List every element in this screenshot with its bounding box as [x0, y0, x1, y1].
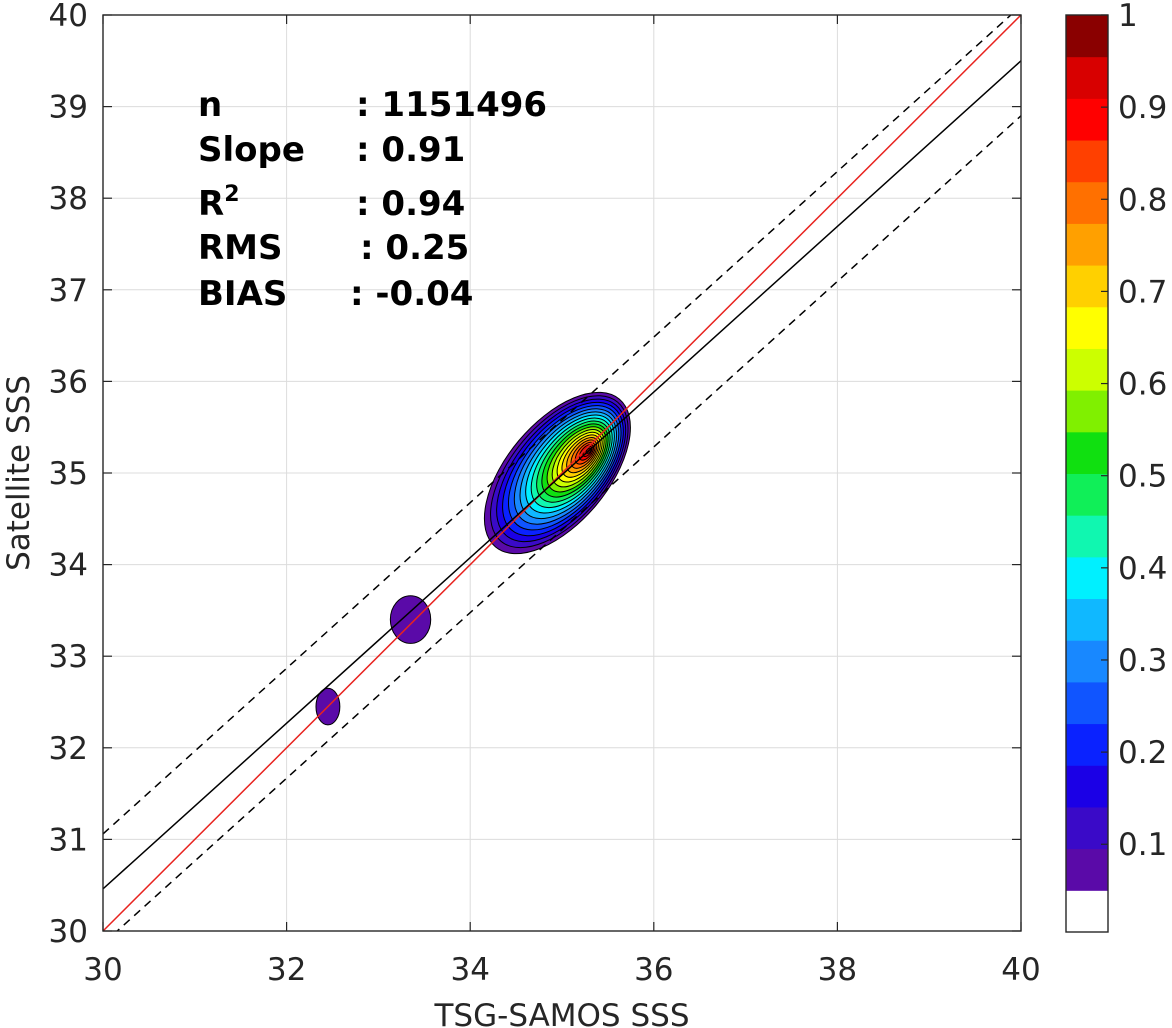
stat-rms-label: RMS — [198, 228, 283, 268]
x-tick-label: 32 — [267, 952, 306, 988]
colorbar-swatch — [1066, 806, 1108, 850]
colorbar-swatch — [1066, 265, 1108, 308]
stats-box: n : 1151496 Slope : 0.91 R2 : 0.94 RMS :… — [198, 85, 547, 314]
colorbar-swatch — [1066, 515, 1108, 558]
stat-r2-value: : 0.94 — [356, 184, 465, 224]
stat-bias-label: BIAS — [198, 274, 287, 314]
colorbar-swatch — [1066, 890, 1108, 933]
colorbar-tick-label: 0.4 — [1118, 551, 1167, 587]
y-tick-label: 36 — [49, 364, 88, 400]
y-tick-label: 34 — [49, 548, 88, 584]
density-blob — [389, 595, 432, 644]
y-tick-label: 31 — [49, 822, 88, 858]
y-tick-label: 32 — [49, 731, 88, 767]
grid — [102, 14, 1022, 932]
colorbar-tick-label: 0.7 — [1118, 274, 1167, 310]
x-axis-label: TSG-SAMOS SSS — [434, 998, 690, 1028]
x-tick-label: 36 — [634, 952, 673, 988]
black-dashed-line — [103, 15, 1012, 835]
colorbar-tick-label: 0.5 — [1118, 459, 1167, 495]
colorbar-swatch — [1066, 390, 1108, 433]
stat-slope-value: : 0.91 — [356, 130, 465, 170]
colorbar-swatch — [1066, 723, 1108, 766]
colorbar-frame — [1065, 14, 1109, 933]
x-tick-label: 30 — [83, 952, 122, 988]
colorbar-swatch — [1066, 431, 1108, 474]
colorbar-swatch — [1066, 181, 1108, 224]
y-tick-label: 37 — [49, 273, 88, 309]
y-tick-label: 35 — [49, 456, 88, 492]
colorbar-swatch — [1066, 765, 1108, 808]
y-tick-label: 40 — [49, 0, 88, 34]
stat-bias-value: : -0.04 — [350, 274, 473, 314]
y-axis-label: Satellite SSS — [1, 375, 37, 571]
red-solid-line — [103, 15, 1021, 931]
colorbar-swatch — [1066, 306, 1108, 349]
y-tick-label: 39 — [49, 90, 88, 126]
colorbar-swatch — [1066, 598, 1108, 641]
x-tick-label: 38 — [818, 952, 857, 988]
black-solid-line — [103, 60, 1021, 890]
regression-lines — [103, 15, 1021, 931]
axis-ticks: 30 32 34 36 38 40 30 31 32 33 34 35 36 37 38 39 40 — [49, 0, 1041, 988]
colorbar-tick-label: 0.8 — [1118, 182, 1167, 218]
colorbar-swatch — [1066, 15, 1108, 58]
colorbar-swatch — [1066, 56, 1108, 99]
y-tick-label: 30 — [49, 914, 88, 950]
stat-n-label: n — [198, 85, 222, 125]
stat-n-value: : 1151496 — [356, 85, 547, 125]
colorbar-swatch — [1066, 98, 1108, 141]
colorbar-swatch — [1066, 140, 1108, 183]
stat-rms-value: : 0.25 — [360, 228, 469, 268]
colorbar-tick-label: 0.6 — [1118, 367, 1167, 403]
colorbar-swatch — [1066, 348, 1108, 391]
colorbar-tick-label: 0.1 — [1118, 827, 1167, 863]
y-tick-label: 38 — [49, 181, 88, 217]
colorbar-swatch — [1066, 640, 1108, 683]
black-dashed-line — [116, 115, 1021, 931]
colorbar-swatch — [1066, 473, 1108, 516]
colorbar-tick-label: 0.3 — [1118, 643, 1167, 679]
colorbar-swatch — [1066, 556, 1108, 600]
x-tick-label: 34 — [450, 952, 489, 988]
colorbar: 0.1 0.2 0.3 0.4 0.5 0.6 0.7 0.8 0.9 1 — [1065, 0, 1167, 933]
colorbar-swatch — [1066, 848, 1108, 891]
colorbar-swatch — [1066, 681, 1108, 725]
x-tick-label: 40 — [1001, 952, 1040, 988]
colorbar-tick-label: 0.2 — [1118, 735, 1167, 771]
colorbar-tick-label: 1 — [1118, 0, 1138, 34]
stat-slope-label: Slope — [198, 130, 305, 170]
contour-level — [389, 595, 432, 644]
colorbar-swatch — [1066, 223, 1108, 266]
colorbar-tick-label: 0.9 — [1118, 90, 1167, 126]
y-tick-label: 33 — [49, 639, 88, 675]
